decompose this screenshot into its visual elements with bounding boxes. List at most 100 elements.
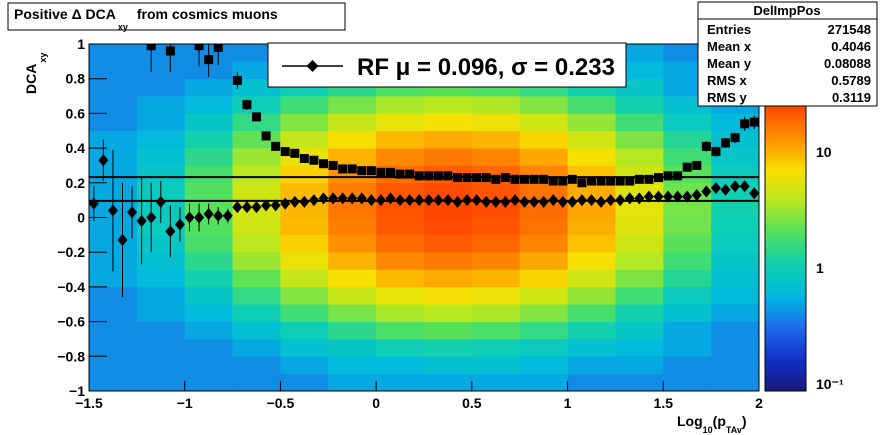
diamond-marker (184, 211, 195, 224)
square-marker (577, 178, 587, 188)
square-marker (749, 117, 759, 127)
heat-cell (663, 234, 712, 253)
heat-cell (711, 217, 759, 236)
heat-cell (376, 130, 425, 149)
diamond-marker (433, 194, 444, 207)
heat-cell (424, 304, 473, 322)
heat-cell (663, 269, 712, 288)
heat-cell (424, 130, 473, 149)
heat-cell (136, 269, 186, 288)
heat-cell (663, 200, 712, 218)
heat-cell (519, 338, 568, 357)
x-label-text: ) (742, 413, 747, 429)
heat-cell (89, 96, 138, 114)
heat-cell (424, 217, 473, 236)
heat-cell (184, 269, 233, 288)
heat-cell (711, 252, 759, 270)
heat-cell (376, 113, 425, 132)
diamond-marker (481, 195, 492, 208)
heat-cell (89, 130, 138, 149)
heat-cell (663, 130, 712, 149)
heat-cell (471, 217, 521, 236)
square-marker (290, 148, 300, 158)
diamond-marker (127, 206, 138, 219)
stats-label: Entries (707, 22, 751, 37)
heat-cell (376, 338, 425, 357)
diamond-marker (404, 194, 415, 207)
legend-marker (306, 60, 319, 72)
diamond-marker (174, 218, 185, 231)
diamond-marker (318, 192, 329, 205)
heat-cell (567, 338, 616, 357)
square-marker (433, 171, 443, 181)
square-marker (606, 176, 616, 186)
diamond-marker (146, 211, 157, 224)
heat-cell (232, 165, 281, 184)
heat-cell (232, 96, 281, 114)
heat-cell (328, 356, 377, 374)
heat-cell (711, 234, 759, 253)
heat-cell (328, 113, 377, 132)
square-marker (682, 162, 692, 172)
title-subscript: xy (118, 22, 128, 32)
heat-cell (280, 356, 329, 374)
y-tick-label: −0.6 (57, 314, 85, 330)
heat-cell (471, 113, 521, 132)
diamond-marker (261, 199, 272, 212)
heat-cell (519, 130, 568, 149)
stats-title: DelImpPos (753, 3, 820, 18)
heat-cell (567, 217, 616, 236)
z-tick-label: 10 (816, 144, 832, 160)
heat-cell (89, 338, 138, 357)
diamond-marker (462, 194, 473, 207)
diamond-marker (395, 194, 406, 207)
heat-cell (615, 286, 664, 305)
heat-cell (376, 96, 425, 114)
heat-cell (89, 44, 138, 62)
heat-cell (376, 217, 425, 236)
heat-cell (567, 373, 616, 391)
heat-cell (136, 356, 186, 374)
heat-cell (663, 356, 712, 374)
diamond-marker (385, 192, 396, 205)
diamond-marker (720, 183, 731, 196)
diamond-marker (356, 192, 367, 205)
heat-cell (615, 321, 664, 340)
stats-label: Mean x (707, 39, 752, 54)
square-marker (529, 174, 539, 184)
square-marker (701, 141, 711, 151)
heat-cell (519, 373, 568, 391)
stats-value: 0.5789 (831, 73, 871, 88)
square-marker (711, 147, 721, 157)
heat-cell (376, 200, 425, 218)
diamond-marker (643, 190, 654, 203)
square-marker (453, 173, 462, 183)
heat-cell (136, 96, 186, 114)
heat-cell (471, 286, 521, 305)
square-marker (146, 44, 156, 51)
heat-cell (328, 338, 377, 357)
square-marker (587, 176, 596, 186)
diamond-marker (107, 204, 118, 217)
heat-cell (519, 321, 568, 340)
diamond-marker (548, 194, 559, 207)
heat-cell (424, 148, 473, 166)
heat-cell (328, 252, 377, 270)
heat-cell (519, 252, 568, 270)
square-marker (443, 171, 453, 181)
title-box (7, 2, 346, 31)
legend-box (267, 42, 627, 88)
heat-cell (567, 113, 616, 132)
diamond-marker (452, 195, 463, 208)
heat-cell (136, 304, 186, 322)
square-marker (510, 174, 520, 184)
heat-cell (280, 182, 329, 201)
heat-cell (567, 286, 616, 305)
heat-cell (232, 182, 281, 201)
heat-cell (89, 373, 138, 391)
diamond-marker (423, 194, 434, 207)
heat-cell (280, 373, 329, 391)
diamond-marker (270, 199, 281, 212)
heat-cell (232, 286, 281, 305)
heat-cell (184, 286, 233, 305)
